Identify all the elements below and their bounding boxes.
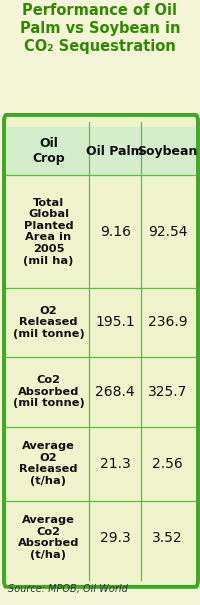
- Text: 3.52: 3.52: [152, 531, 183, 544]
- Text: Oil Palm: Oil Palm: [86, 145, 144, 158]
- Text: 325.7: 325.7: [148, 385, 187, 399]
- Text: 29.3: 29.3: [100, 531, 131, 544]
- Text: Source: MPOB, Oil World: Source: MPOB, Oil World: [8, 584, 128, 594]
- Text: Total
Global
Planted
Area in
2005
(mil ha): Total Global Planted Area in 2005 (mil h…: [23, 197, 74, 266]
- Text: 21.3: 21.3: [100, 457, 131, 471]
- Text: Soybean: Soybean: [137, 145, 198, 158]
- Text: 268.4: 268.4: [95, 385, 135, 399]
- Text: 195.1: 195.1: [95, 315, 135, 329]
- Text: 92.54: 92.54: [148, 224, 187, 238]
- Text: 2.56: 2.56: [152, 457, 183, 471]
- Text: Oil
Crop: Oil Crop: [32, 137, 65, 165]
- Text: O2
Released
(mil tonne): O2 Released (mil tonne): [13, 306, 84, 339]
- Text: Co2
Absorbed
(mil tonne): Co2 Absorbed (mil tonne): [13, 375, 84, 408]
- Text: Average
Co2
Absorbed
(t/ha): Average Co2 Absorbed (t/ha): [18, 515, 79, 560]
- Text: 236.9: 236.9: [148, 315, 187, 329]
- FancyBboxPatch shape: [4, 115, 198, 587]
- Bar: [6, 127, 196, 175]
- Text: Performance of Oil
Palm vs Soybean in
CO₂ Sequestration: Performance of Oil Palm vs Soybean in CO…: [20, 3, 180, 54]
- Text: Average
O2
Released
(t/ha): Average O2 Released (t/ha): [19, 441, 78, 486]
- Text: 9.16: 9.16: [100, 224, 131, 238]
